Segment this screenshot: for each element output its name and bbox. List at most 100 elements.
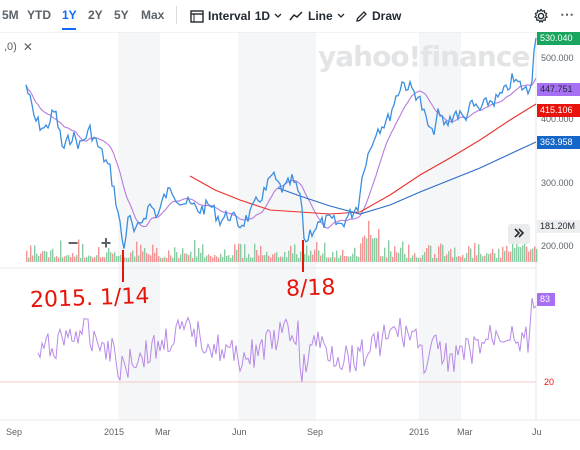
ma-blue-tag: 363.958: [537, 136, 580, 149]
volume-bar: [50, 250, 52, 262]
volume-bar: [498, 248, 500, 262]
volume-bar: [462, 254, 464, 262]
more-options-icon[interactable]: ⋯: [560, 6, 575, 22]
range-5m[interactable]: 5M: [2, 8, 19, 22]
close-icon[interactable]: ✕: [22, 40, 33, 54]
range-max[interactable]: Max: [141, 8, 165, 22]
volume-bar: [526, 246, 528, 262]
indicator-chip[interactable]: ,0) ✕: [0, 38, 37, 56]
range-2y[interactable]: 2Y: [88, 8, 103, 22]
volume-bar: [260, 245, 262, 262]
volume-bar: [420, 257, 422, 262]
volume-bar: [470, 248, 472, 262]
volume-bar: [496, 257, 498, 262]
volume-bar: [484, 255, 486, 262]
volume-bar: [298, 257, 300, 262]
volume-bar: [418, 257, 420, 262]
volume-bar: [316, 242, 318, 262]
volume-bar: [246, 257, 248, 262]
volume-bar: [346, 256, 348, 262]
range-5y[interactable]: 5Y: [114, 8, 129, 22]
volume-bar: [392, 256, 394, 262]
volume-bar: [234, 244, 236, 262]
volume-bar: [432, 257, 434, 262]
volume-bar: [92, 257, 94, 262]
range-ytd[interactable]: YTD: [27, 8, 51, 22]
volume-bar: [218, 257, 220, 262]
volume-bar: [536, 248, 538, 262]
volume-bar: [330, 257, 332, 262]
volume-bar: [214, 255, 216, 262]
volume-bar: [62, 257, 64, 262]
volume-bar: [200, 252, 202, 262]
volume-bar: [32, 255, 34, 262]
volume-bar: [530, 249, 532, 262]
volume-bar: [180, 254, 182, 262]
volume-bar: [262, 255, 264, 262]
volume-bar: [306, 245, 308, 262]
volume-bar: [30, 245, 32, 262]
volume-bar: [364, 235, 366, 262]
volume-bar: [386, 257, 388, 262]
gear-icon[interactable]: [533, 8, 549, 24]
volume-bar: [82, 243, 84, 262]
volume-bar: [464, 257, 466, 262]
volume-bar: [304, 253, 306, 262]
zoom-out-button[interactable]: −: [67, 232, 79, 253]
draw-button[interactable]: Draw: [355, 6, 401, 26]
volume-bar: [412, 255, 414, 262]
volume-bar: [264, 255, 266, 262]
active-range-indicator: [62, 28, 76, 30]
zoom-in-button[interactable]: +: [100, 232, 112, 253]
volume-bar: [232, 255, 234, 262]
volume-tag: 181.20M: [537, 220, 580, 233]
interval-value: 1D: [254, 9, 271, 23]
volume-bar: [220, 253, 222, 262]
volume-bar: [70, 256, 72, 262]
volume-bar: [244, 244, 246, 262]
volume-bar: [458, 255, 460, 262]
volume-bar: [494, 253, 496, 262]
volume-bar: [222, 256, 224, 262]
volume-bar: [148, 254, 150, 262]
volume-bar: [162, 257, 164, 262]
volume-bar: [270, 257, 272, 262]
volume-bar: [226, 255, 228, 262]
price-line: [25, 37, 537, 249]
volume-bar: [444, 256, 446, 262]
pencil-icon: [355, 10, 368, 23]
volume-bar: [138, 255, 140, 262]
interval-dropdown[interactable]: Interval 1D: [190, 6, 282, 26]
volume-bar: [326, 257, 328, 262]
volume-bar: [296, 254, 298, 262]
volume-bar: [124, 257, 126, 262]
volume-bar: [506, 245, 508, 262]
indicator-chip-label: ,0): [4, 41, 17, 53]
volume-bar: [388, 240, 390, 262]
volume-bar: [446, 254, 448, 262]
interval-label: Interval: [208, 9, 251, 23]
volume-bar: [168, 250, 170, 262]
volume-bar: [38, 255, 40, 262]
volume-bar: [132, 250, 134, 262]
volume-bar: [40, 253, 42, 262]
volume-bar: [108, 247, 110, 262]
volume-bar: [504, 250, 506, 262]
volume-bar: [524, 243, 526, 262]
volume-bar: [318, 250, 320, 262]
volume-bar: [522, 245, 524, 262]
volume-bar: [342, 249, 344, 262]
range-1y[interactable]: 1Y: [62, 8, 77, 22]
volume-bar: [120, 254, 122, 262]
volume-bar: [278, 257, 280, 262]
oscillator-value-tag: 83: [537, 293, 555, 306]
volume-bar: [152, 244, 154, 262]
volume-bar: [516, 240, 518, 262]
expand-button[interactable]: [508, 224, 530, 244]
chart-type-dropdown[interactable]: Line: [289, 6, 345, 26]
volume-bar: [174, 247, 176, 262]
volume-bar: [492, 248, 494, 262]
volume-bar: [86, 257, 88, 262]
volume-bar: [116, 255, 118, 262]
